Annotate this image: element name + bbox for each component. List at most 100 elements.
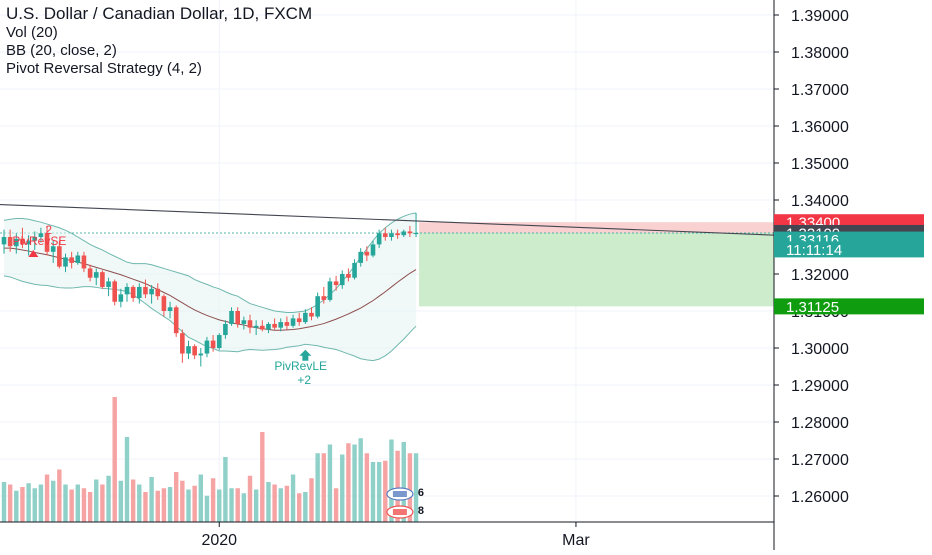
candle-body (155, 288, 161, 297)
candle-body (370, 244, 376, 256)
candle-body (20, 238, 25, 245)
candle (155, 283, 161, 300)
candle (383, 227, 388, 241)
candle (352, 259, 357, 280)
candle (339, 270, 345, 289)
price-axis[interactable]: 1.39000 1.38000 1.37000 1.36000 1.35000 1.340… (773, 0, 932, 550)
candle (7, 229, 13, 252)
candle (93, 268, 99, 286)
candle-body (358, 251, 363, 263)
candle (272, 318, 277, 330)
candle-body (223, 323, 228, 336)
volume-bar (7, 484, 13, 522)
candle (106, 277, 111, 297)
candle (370, 240, 376, 258)
volume-bar (260, 432, 265, 522)
price-tick-label: 1.27000 (791, 452, 849, 469)
price-tick-label: 1.28000 (791, 415, 849, 432)
price-tick-label: 1.38000 (791, 45, 849, 62)
candle (309, 307, 314, 321)
candle (266, 322, 271, 334)
price-tag (774, 298, 924, 315)
candle-body (284, 322, 290, 326)
take-profit-zone[interactable] (419, 232, 816, 307)
candle (81, 251, 87, 273)
signal-label-short: PivRevSE (12, 234, 66, 248)
candle (1, 229, 7, 254)
candle-body (44, 233, 50, 252)
time-axis[interactable]: 2020 Mar (0, 521, 774, 549)
candle (278, 318, 284, 332)
candle-body (290, 318, 296, 326)
candle-body (93, 272, 99, 278)
volume-bar (303, 492, 308, 522)
trendline[interactable] (0, 203, 841, 239)
bollinger-lower (3, 275, 417, 362)
volume-bar (266, 482, 271, 522)
price-axis-bg (774, 0, 932, 550)
candle (413, 212, 419, 237)
candle-body (229, 311, 234, 324)
stop-loss-zone[interactable] (419, 222, 816, 233)
position-tool[interactable] (0, 222, 816, 307)
arrow-up-icon (299, 349, 312, 361)
volume-bar (44, 474, 50, 522)
candle-body (87, 268, 93, 278)
candle-body (407, 231, 413, 234)
candle-body (309, 312, 314, 317)
indicator-volume[interactable]: Vol (20) (6, 24, 58, 41)
volume-bar (124, 437, 130, 522)
price-tick-label: 1.26000 (791, 489, 849, 506)
candle-body (130, 286, 136, 299)
trendline-line[interactable] (0, 203, 841, 239)
volume-bar (112, 397, 117, 522)
volume-bar (346, 443, 351, 522)
candle (376, 229, 382, 249)
candle (118, 288, 124, 308)
candle (100, 270, 105, 289)
volume-bar (407, 453, 413, 522)
candle (401, 229, 407, 237)
signal-value-long: +2 (297, 373, 311, 387)
candle (389, 229, 394, 241)
symbol-title[interactable]: U.S. Dollar / Canadian Dollar, 1D, FXCM (6, 4, 313, 23)
candle-body (161, 296, 167, 311)
candle-body (401, 231, 407, 236)
candle (130, 285, 136, 302)
candle-body (50, 246, 56, 252)
volume-bar (253, 489, 259, 522)
volume-bar (180, 480, 185, 522)
candle (284, 316, 290, 330)
candle (180, 329, 185, 363)
candle (173, 305, 179, 337)
candle (210, 335, 216, 352)
candle-body (376, 233, 382, 245)
candle-body (63, 257, 68, 267)
candle (247, 314, 253, 334)
volume-bar (143, 492, 148, 522)
price-tick-label: 1.30000 (791, 341, 849, 358)
candle (223, 320, 228, 339)
volume-bar (315, 453, 320, 522)
candle (395, 229, 400, 239)
volume-bar (149, 477, 154, 522)
candle (143, 279, 148, 299)
candle-body (81, 255, 87, 269)
indicator-pivot-reversal[interactable]: Pivot Reversal Strategy (4, 2) (6, 60, 202, 77)
candle (69, 251, 74, 269)
candle-body (216, 335, 222, 348)
candle (20, 227, 25, 249)
candle (290, 314, 296, 328)
candle (44, 225, 50, 256)
indicator-bollinger[interactable]: BB (20, close, 2) (6, 42, 117, 59)
candle-body (14, 238, 19, 247)
candle-body (69, 257, 74, 263)
price-tick-label: 1.32000 (791, 267, 849, 284)
arrow-down-icon (28, 250, 39, 257)
volume-bar (20, 487, 25, 522)
price-tag-label: 11:11:14 (786, 242, 842, 259)
volume-bar (383, 460, 388, 522)
